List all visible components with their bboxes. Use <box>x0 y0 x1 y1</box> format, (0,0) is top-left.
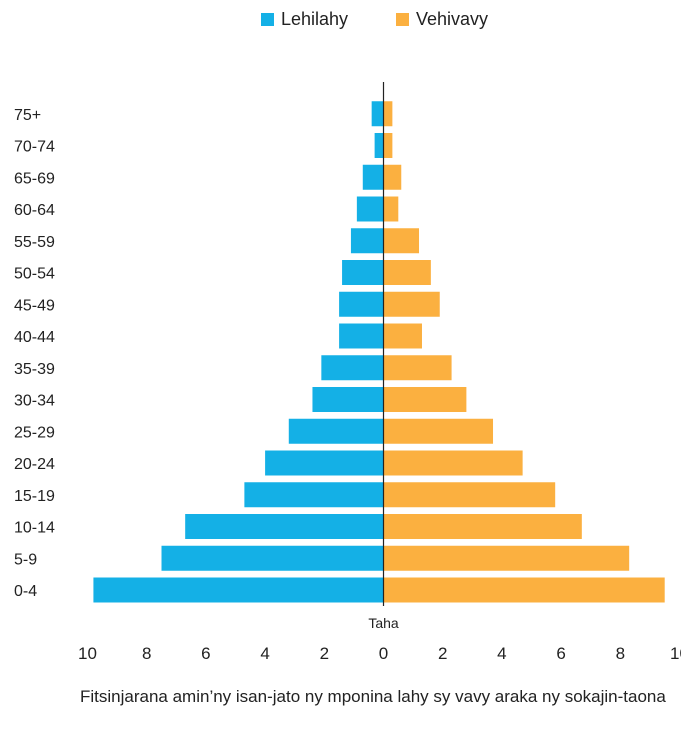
bar-female <box>383 545 630 571</box>
legend-label-female: Vehivavy <box>416 8 489 29</box>
x-axis-label: Taha <box>368 615 399 631</box>
bar-female <box>383 291 440 317</box>
age-group-label: 55-59 <box>14 234 55 251</box>
bar-female <box>383 387 467 412</box>
bar-female <box>383 514 582 539</box>
bar-male <box>339 291 384 317</box>
bar-female <box>383 133 393 158</box>
bar-female <box>383 228 420 254</box>
bar-female <box>383 196 399 222</box>
bar-female <box>383 101 393 127</box>
x-tick-label: 2 <box>438 644 447 663</box>
legend-swatch-female <box>396 12 409 26</box>
x-tick-label: 6 <box>201 644 210 663</box>
x-tick-label: 8 <box>142 644 151 663</box>
legend-label-male: Lehilahy <box>281 8 349 29</box>
bar-male <box>339 323 384 349</box>
legend-swatch-male <box>261 12 274 26</box>
bar-male <box>374 133 384 158</box>
age-group-label: 30-34 <box>14 393 55 410</box>
bar-male <box>312 387 384 412</box>
bar-male <box>244 482 384 508</box>
age-group-label: 75+ <box>14 107 41 124</box>
age-group-label: 45-49 <box>14 297 55 314</box>
bar-female <box>383 164 402 190</box>
bar-female <box>383 355 452 381</box>
legend-item-male: Lehilahy <box>261 6 348 32</box>
x-tick-label: 4 <box>260 644 269 663</box>
age-group-label: 5-9 <box>14 551 37 568</box>
age-group-label: 10-14 <box>14 520 55 537</box>
bar-male <box>161 545 384 571</box>
x-tick-label: 2 <box>320 644 329 663</box>
bar-male <box>185 514 384 539</box>
age-group-label: 20-24 <box>14 456 55 473</box>
x-tick-label: 4 <box>497 644 506 663</box>
bar-male <box>342 260 384 285</box>
age-group-label: 70-74 <box>14 139 55 156</box>
age-group-label: 35-39 <box>14 361 55 378</box>
bar-male <box>321 355 384 381</box>
bar-male <box>265 450 384 476</box>
bar-female <box>383 323 422 349</box>
age-group-label: 50-54 <box>14 266 55 283</box>
bar-female <box>383 450 523 476</box>
chart-caption: Fitsinjarana amin’ny isan-jato ny mponin… <box>80 687 666 706</box>
bar-male <box>350 228 384 254</box>
legend-item-female: Vehivavy <box>396 6 488 32</box>
age-group-label: 25-29 <box>14 424 55 441</box>
bar-female <box>383 260 431 285</box>
bar-male <box>93 577 384 603</box>
bar-male <box>371 101 384 127</box>
x-tick-label: 10 <box>78 644 97 663</box>
age-group-label: 65-69 <box>14 170 55 187</box>
age-group-label: 60-64 <box>14 202 55 219</box>
bar-male <box>362 164 384 190</box>
x-tick-label: 8 <box>616 644 625 663</box>
x-tick-label: 10 <box>670 644 681 663</box>
bar-male <box>288 418 384 444</box>
bar-female <box>383 577 665 603</box>
age-group-label: 15-19 <box>14 488 55 505</box>
bar-female <box>383 418 494 444</box>
age-group-label: 40-44 <box>14 329 55 346</box>
bar-female <box>383 482 556 508</box>
age-group-label: 0-4 <box>14 583 37 600</box>
x-tick-label: 6 <box>556 644 565 663</box>
x-tick-label: 0 <box>379 644 388 663</box>
bar-male <box>356 196 384 222</box>
